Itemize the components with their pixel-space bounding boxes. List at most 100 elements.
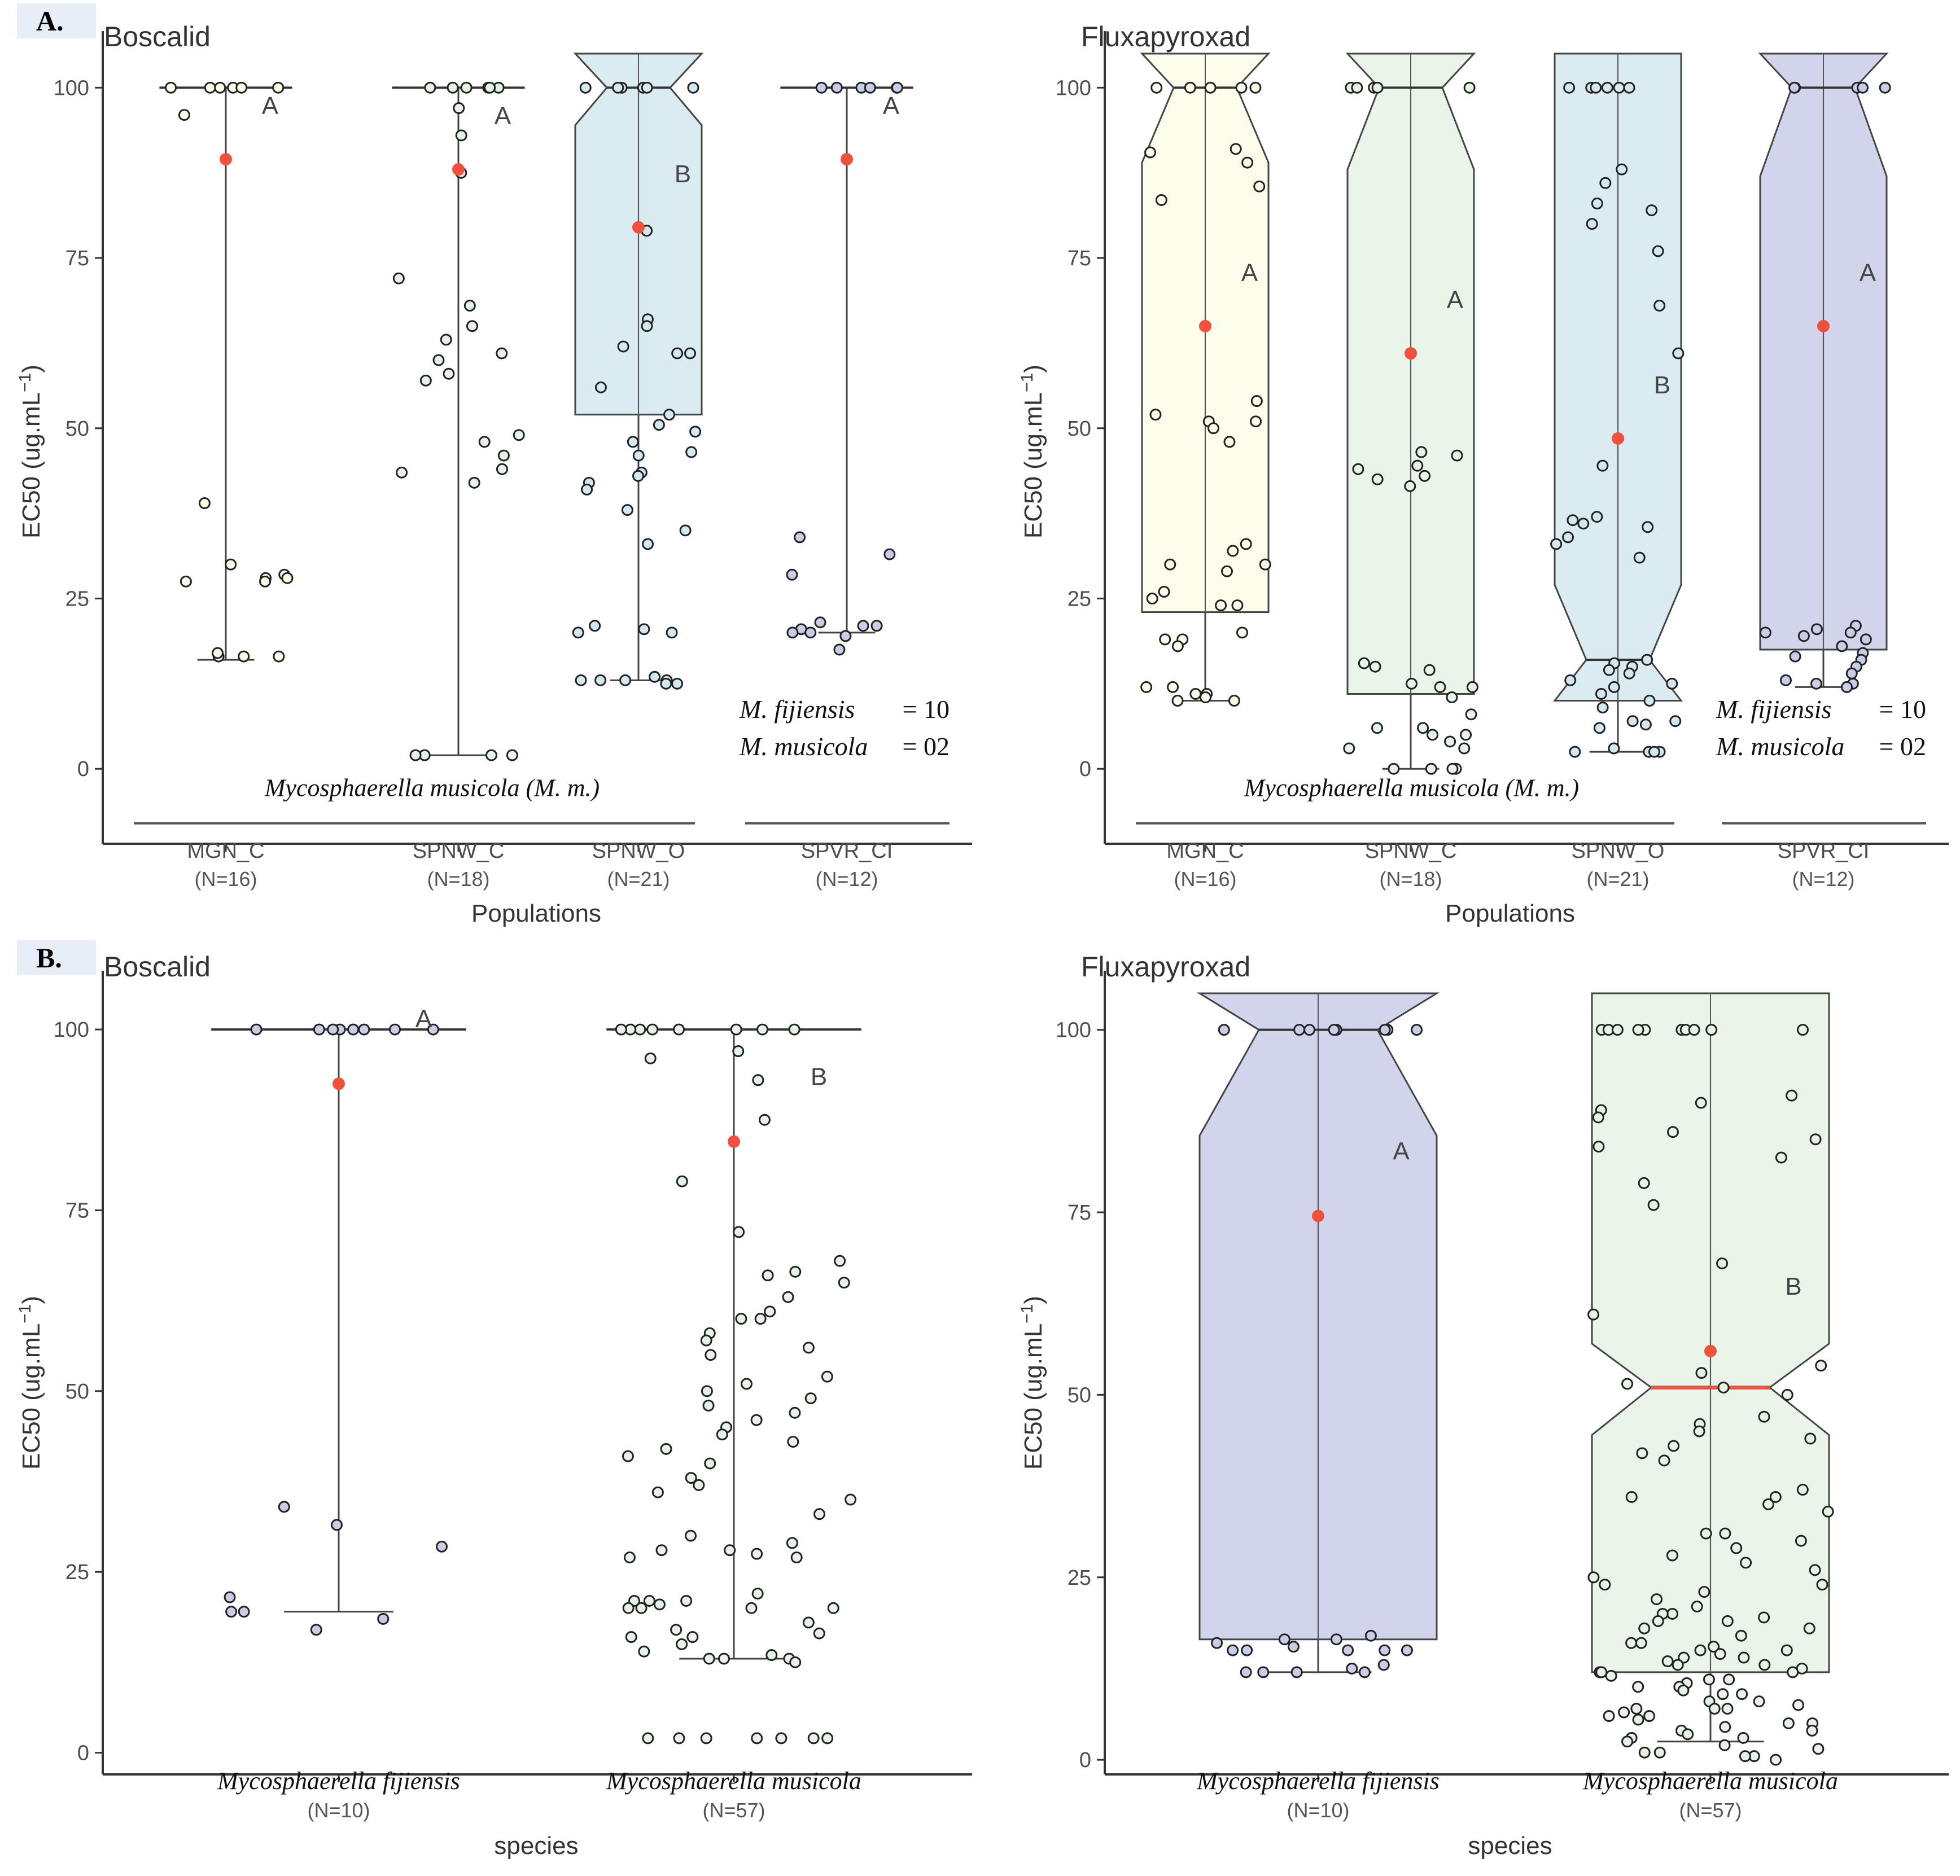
data-point bbox=[1184, 81, 1196, 94]
data-point bbox=[1759, 626, 1771, 639]
data-point bbox=[653, 419, 665, 431]
data-point bbox=[1140, 681, 1153, 693]
data-point bbox=[225, 1606, 238, 1618]
legend-species-name: M. fijiensis bbox=[1716, 695, 1831, 724]
panel-letter-bg bbox=[17, 940, 96, 975]
data-point bbox=[680, 1594, 693, 1607]
data-point bbox=[687, 81, 699, 94]
data-point bbox=[1781, 1388, 1793, 1401]
chart-panel-fluxapyroxad-b: Fluxapyroxad EC50 (ug.mL−1) 0 25 50 75 100 spec… bbox=[1018, 951, 1949, 1860]
data-point bbox=[1241, 1644, 1253, 1656]
data-point bbox=[651, 1486, 664, 1498]
legend-count: = 02 bbox=[1879, 732, 1926, 761]
significance-letter: B bbox=[1785, 1273, 1801, 1300]
data-point bbox=[1705, 1024, 1718, 1036]
data-point bbox=[765, 1649, 778, 1662]
data-point bbox=[347, 1023, 360, 1036]
mean-point bbox=[1612, 432, 1624, 445]
data-point bbox=[716, 1428, 728, 1441]
data-point bbox=[1227, 1644, 1239, 1656]
data-point bbox=[741, 1378, 753, 1390]
data-point bbox=[1249, 81, 1262, 94]
data-point bbox=[1632, 1681, 1644, 1693]
data-point bbox=[1653, 300, 1666, 312]
data-point bbox=[679, 524, 692, 537]
x-tick-n: (N=57) bbox=[702, 1799, 765, 1822]
data-point bbox=[1235, 81, 1248, 94]
x-tick-label: SPNW_O bbox=[1572, 839, 1665, 863]
data-point bbox=[718, 1653, 730, 1665]
y-tick-label: 50 bbox=[1068, 1383, 1091, 1407]
data-point bbox=[1668, 1440, 1680, 1452]
data-point bbox=[623, 1551, 636, 1564]
data-point bbox=[1569, 746, 1581, 758]
data-point bbox=[1795, 1535, 1807, 1547]
data-point bbox=[804, 626, 817, 639]
y-axis-label: EC50 (ug.mL−1) bbox=[1018, 365, 1048, 538]
data-point bbox=[1257, 1666, 1270, 1678]
data-point bbox=[1719, 1721, 1731, 1733]
significance-letter: A bbox=[262, 92, 279, 120]
y-axis-label-close: ) bbox=[18, 1296, 45, 1304]
data-point bbox=[1714, 1648, 1726, 1660]
data-point bbox=[864, 81, 876, 94]
data-point bbox=[1586, 218, 1598, 230]
data-point bbox=[1293, 1024, 1306, 1036]
data-point bbox=[684, 347, 697, 360]
data-point bbox=[468, 476, 480, 489]
x-axis-label: species bbox=[494, 1832, 578, 1860]
data-point bbox=[572, 626, 584, 639]
data-point bbox=[1719, 1527, 1731, 1540]
mean-point bbox=[1312, 1209, 1324, 1222]
data-point bbox=[1786, 1089, 1798, 1102]
data-point bbox=[1427, 729, 1439, 741]
y-tick-label: 100 bbox=[54, 1018, 89, 1042]
data-point bbox=[1218, 1024, 1230, 1036]
data-point bbox=[331, 1519, 343, 1531]
data-point bbox=[1240, 538, 1252, 550]
data-point bbox=[1618, 1706, 1630, 1719]
chart-title: Fluxapyroxad bbox=[1081, 951, 1250, 983]
data-point bbox=[1762, 1498, 1775, 1510]
data-point bbox=[1816, 1579, 1828, 1591]
data-point bbox=[1595, 1666, 1608, 1678]
significance-letter: A bbox=[1241, 259, 1258, 287]
data-point bbox=[235, 81, 248, 94]
data-point bbox=[1672, 347, 1685, 360]
data-point bbox=[1669, 715, 1682, 727]
data-point bbox=[1787, 1666, 1799, 1678]
data-point bbox=[1647, 1199, 1660, 1211]
data-point bbox=[1796, 1024, 1809, 1036]
data-point bbox=[1364, 1629, 1377, 1642]
data-point bbox=[762, 1269, 774, 1282]
data-point bbox=[1287, 1641, 1300, 1653]
data-point bbox=[1857, 81, 1869, 94]
data-point bbox=[1343, 742, 1355, 755]
x-tick-n: (N=16) bbox=[1174, 867, 1236, 891]
data-point bbox=[786, 1537, 798, 1549]
data-point bbox=[1463, 81, 1476, 94]
data-point bbox=[1695, 1097, 1707, 1109]
data-point bbox=[838, 1277, 850, 1289]
x-tick-label: SPNW_C bbox=[413, 839, 505, 863]
data-point bbox=[703, 1653, 715, 1665]
data-point bbox=[496, 347, 508, 360]
data-point bbox=[1623, 667, 1635, 680]
data-point bbox=[750, 1414, 763, 1426]
data-point bbox=[463, 300, 476, 312]
data-point bbox=[1616, 163, 1628, 176]
data-point bbox=[165, 81, 177, 94]
data-point bbox=[1789, 650, 1801, 663]
y-tick-label: 0 bbox=[1079, 757, 1091, 781]
data-point bbox=[440, 334, 452, 346]
data-point bbox=[1377, 1659, 1390, 1671]
data-point bbox=[693, 1479, 705, 1491]
y-tick-label: 50 bbox=[65, 1380, 89, 1404]
data-point bbox=[700, 1334, 712, 1347]
y-tick-label: 25 bbox=[1068, 1566, 1091, 1590]
data-point bbox=[432, 354, 445, 366]
y-axis-label-close: ) bbox=[18, 365, 45, 373]
data-point bbox=[389, 1023, 401, 1036]
panel-letter: A. bbox=[36, 5, 64, 37]
data-point bbox=[857, 620, 869, 632]
